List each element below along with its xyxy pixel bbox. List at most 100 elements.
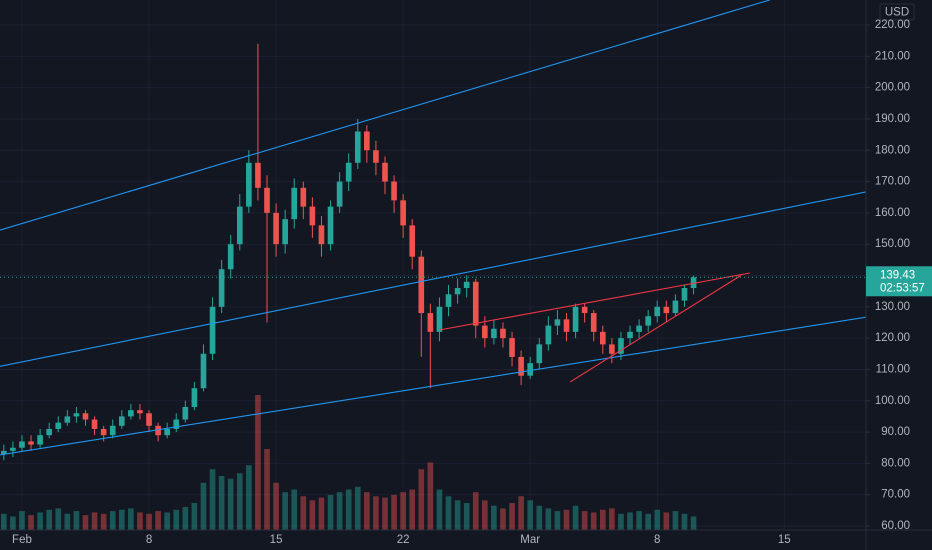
candle-body bbox=[427, 313, 434, 332]
volume-bar bbox=[509, 503, 515, 530]
currency-box[interactable] bbox=[879, 3, 915, 21]
candle-body bbox=[636, 325, 642, 332]
volume-bar bbox=[73, 511, 80, 530]
volume-bar bbox=[55, 508, 62, 530]
volume-bar bbox=[354, 486, 361, 530]
axes: 60.00 70.00 80.00 90.00 100.00 110.00 120.00 13… bbox=[12, 19, 932, 546]
y-tick-label: 200.00 bbox=[875, 82, 910, 94]
volume-bar bbox=[273, 482, 279, 530]
volume-bar bbox=[155, 511, 161, 530]
candle-body bbox=[128, 410, 134, 417]
candle-body bbox=[672, 300, 679, 314]
volume-bar bbox=[364, 492, 370, 530]
candle-body bbox=[599, 331, 606, 345]
candle-body bbox=[609, 344, 615, 354]
candle-body bbox=[681, 288, 688, 301]
trend-line bbox=[0, 191, 866, 367]
candle-body bbox=[364, 131, 370, 151]
volume-bar bbox=[590, 512, 597, 530]
candle-body bbox=[91, 419, 98, 429]
y-tick-label: 100.00 bbox=[875, 395, 910, 407]
volume-bar bbox=[391, 494, 397, 530]
plot-area bbox=[0, 0, 866, 461]
y-tick-label: 70.00 bbox=[881, 489, 910, 501]
last-price-label: 139.43 bbox=[880, 269, 915, 281]
candle-body bbox=[200, 353, 207, 389]
candle-body bbox=[527, 363, 534, 376]
candle-body bbox=[209, 306, 216, 354]
y-tick-label: 110.00 bbox=[876, 363, 910, 375]
candle-body bbox=[100, 428, 107, 436]
volume-bar bbox=[64, 513, 71, 530]
candle-body bbox=[236, 206, 243, 245]
candle-body bbox=[19, 441, 25, 448]
y-tick-label: 180.00 bbox=[875, 144, 910, 156]
candle-body bbox=[590, 313, 597, 332]
candle-body bbox=[554, 319, 561, 326]
candle-body bbox=[618, 338, 624, 354]
candle-body bbox=[482, 325, 488, 339]
candle-body bbox=[445, 294, 452, 307]
y-tick-label: 150.00 bbox=[875, 238, 910, 250]
candle-body bbox=[472, 281, 479, 326]
volume-bar bbox=[572, 505, 579, 530]
candle-body bbox=[373, 150, 379, 163]
candle-body bbox=[509, 338, 515, 357]
countdown-label: 02:53:57 bbox=[880, 282, 925, 294]
y-tick-label: 170.00 bbox=[875, 176, 910, 188]
candle-body bbox=[291, 187, 298, 220]
volume-bar bbox=[382, 497, 388, 530]
volume-bar bbox=[0, 513, 7, 530]
y-tick-label: 160.00 bbox=[875, 207, 910, 219]
x-tick-label: 15 bbox=[270, 534, 283, 546]
x-tick-label: Mar bbox=[520, 534, 540, 546]
candle-body bbox=[654, 306, 661, 317]
volume-bar bbox=[500, 508, 506, 530]
candle-body bbox=[246, 162, 252, 207]
volume-bar bbox=[191, 503, 198, 530]
candle-body bbox=[491, 328, 497, 339]
volume-bar bbox=[100, 513, 107, 530]
volume-bar bbox=[554, 511, 561, 530]
candle-body bbox=[118, 416, 125, 426]
candle-body bbox=[354, 131, 361, 163]
candle-body bbox=[518, 356, 524, 376]
volume-bar bbox=[82, 515, 89, 530]
volume-bar bbox=[291, 489, 298, 530]
candle-body bbox=[391, 181, 397, 201]
candle-body bbox=[627, 331, 633, 339]
volume-bar bbox=[128, 508, 134, 530]
volume-bar bbox=[182, 507, 189, 530]
volume-bar bbox=[545, 508, 552, 530]
candle-body bbox=[581, 306, 588, 314]
volume-bar bbox=[19, 511, 25, 530]
candle-body bbox=[563, 319, 570, 332]
trend-line bbox=[569, 275, 742, 383]
volume-bar bbox=[209, 469, 216, 530]
volume-bar bbox=[300, 496, 307, 530]
volume-bar bbox=[37, 512, 43, 530]
y-tick-label: 90.00 bbox=[881, 426, 910, 438]
y-tick-label: 80.00 bbox=[881, 457, 910, 469]
volume-bar bbox=[436, 489, 443, 530]
candle-body bbox=[182, 407, 189, 420]
volume-bar bbox=[91, 512, 98, 530]
candle-body bbox=[28, 441, 34, 445]
candle-body bbox=[55, 422, 62, 429]
trend-line bbox=[0, 316, 866, 456]
candle-body bbox=[300, 187, 307, 207]
candle-body bbox=[273, 212, 279, 245]
candle-body bbox=[109, 425, 116, 436]
volume-bar bbox=[518, 496, 524, 530]
volume-bar bbox=[454, 500, 461, 530]
last-price-box bbox=[866, 266, 932, 297]
volume-bar bbox=[227, 478, 234, 530]
candle-body bbox=[436, 306, 443, 332]
volume-bar bbox=[663, 512, 670, 530]
volume-bar bbox=[28, 515, 34, 530]
candle-body bbox=[536, 344, 543, 364]
candle-body bbox=[164, 428, 170, 436]
trend-line bbox=[0, 0, 770, 231]
candle-body bbox=[400, 200, 406, 226]
